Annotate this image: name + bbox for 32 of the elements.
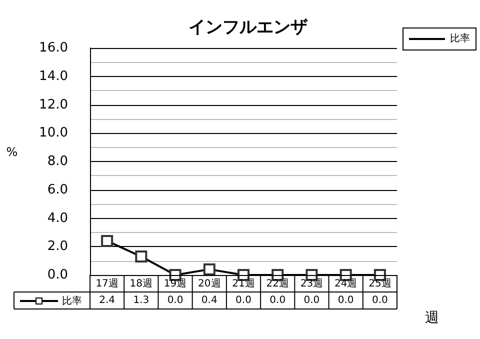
y-tick-label: 4.0: [47, 210, 68, 226]
text: 比率: [450, 34, 470, 44]
x-tick-label: 22週: [266, 278, 289, 290]
x-tick-label: 24週: [334, 278, 358, 290]
y-tick-label: 0.0: [47, 268, 68, 282]
y-tick-label: 10.0: [39, 126, 68, 141]
y-axis-title: %: [6, 145, 18, 159]
y-tick-label: 16.0: [39, 40, 68, 56]
data-label: 1.3: [133, 295, 150, 306]
y-tick-label: 12.0: [39, 97, 68, 112]
x-tick-label: 20週: [198, 278, 221, 290]
legend-label: 比率: [62, 294, 82, 308]
y-tick-label: 14.0: [39, 68, 68, 84]
x-axis-title: 週: [425, 310, 439, 326]
data-label: 2.4: [99, 295, 116, 306]
x-tick-label: 21週: [232, 278, 255, 290]
y-tick-label: 2.0: [47, 239, 68, 254]
data-label: 0.0: [338, 295, 354, 306]
data-label: 0.0: [167, 295, 184, 306]
data-label: 0.0: [270, 295, 286, 306]
data-label: 0.0: [304, 295, 320, 306]
data-label: 0.0: [372, 295, 388, 306]
data-label: 0.0: [236, 295, 252, 306]
x-tick-label: 18週: [130, 278, 153, 290]
y-tick-label: 8.0: [47, 154, 68, 169]
x-tick-label: 19週: [164, 278, 187, 290]
x-tick-label: 23週: [300, 278, 324, 290]
x-tick-label: 17週: [96, 278, 118, 290]
y-tick-label: 6.0: [47, 182, 68, 198]
chart-title: インフルエンザ: [188, 18, 308, 38]
data-label: 0.4: [201, 295, 218, 306]
x-tick-label: 25週: [368, 278, 392, 290]
